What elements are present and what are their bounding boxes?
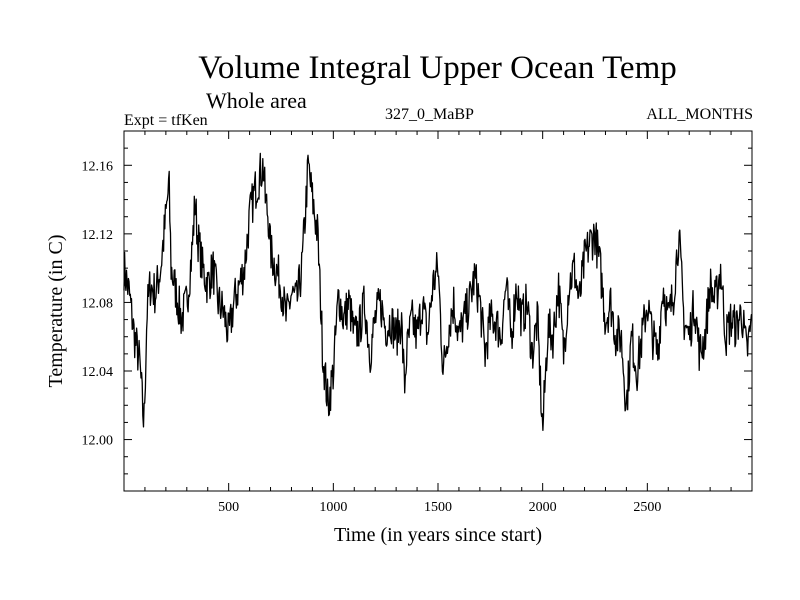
- x-tick-label: 500: [218, 500, 239, 515]
- months-label: ALL_MONTHS: [646, 106, 753, 123]
- x-tick-label: 1000: [319, 500, 347, 515]
- x-tick-label: 2000: [529, 500, 557, 515]
- x-tick-label: 2500: [633, 500, 661, 515]
- y-axis-label: Temperature (in C): [45, 235, 67, 388]
- tick-layer: 500 1000 1500 2000 2500 12.00 12.04 12.08 12.12 1…: [82, 131, 752, 515]
- y-tick-label: 12.12: [82, 228, 114, 243]
- experiment-label: Expt = tfKen: [124, 112, 208, 129]
- x-axis-label: Time (in years since start): [334, 524, 542, 546]
- run-label: 327_0_MaBP: [385, 106, 474, 123]
- x-tick-label: 1500: [424, 500, 452, 515]
- series-line: [123, 152, 753, 432]
- chart-subtitle: Whole area: [206, 88, 307, 113]
- chart-title: Volume Integral Upper Ocean Temp: [198, 50, 677, 86]
- y-tick-label: 12.00: [82, 434, 114, 449]
- y-tick-label: 12.16: [82, 159, 114, 174]
- y-tick-label: 12.08: [82, 296, 114, 311]
- series-layer: [123, 152, 753, 432]
- y-tick-label: 12.04: [82, 365, 114, 380]
